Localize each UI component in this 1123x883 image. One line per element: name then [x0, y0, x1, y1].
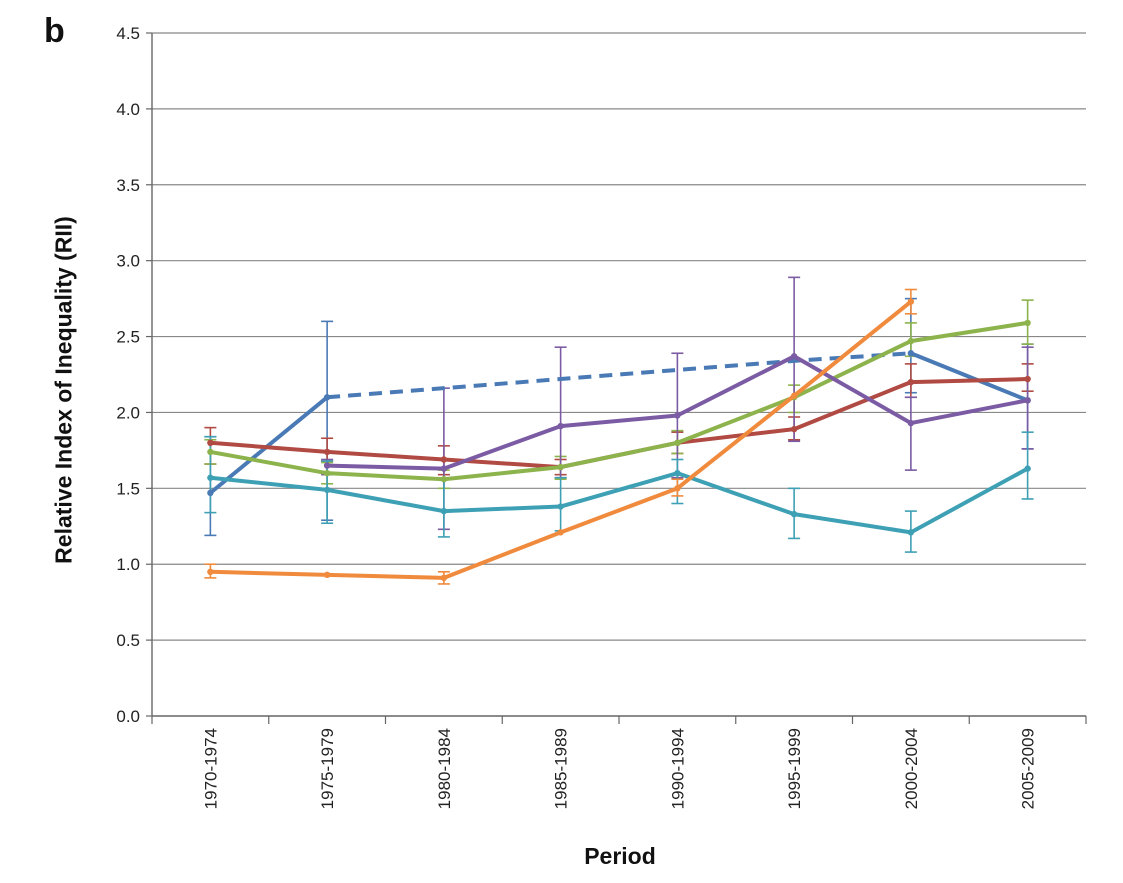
- x-tick-label: 2000-2004: [902, 728, 921, 809]
- data-point: [440, 507, 448, 515]
- y-tick-label: 2.5: [116, 328, 140, 347]
- data-point: [907, 419, 915, 427]
- data-point: [674, 412, 681, 419]
- x-tick-label: 1985-1989: [552, 728, 571, 809]
- data-point: [674, 439, 681, 446]
- x-tick-label: 1990-1994: [668, 728, 687, 809]
- series-line: [908, 351, 1030, 403]
- y-tick-label: 2.0: [116, 403, 140, 422]
- data-point: [1024, 319, 1031, 327]
- series-line: [208, 395, 330, 495]
- y-tick-label: 3.5: [116, 176, 140, 195]
- y-tick-label: 1.5: [116, 479, 140, 498]
- data-point: [207, 489, 214, 497]
- x-tick-label: 1975-1979: [318, 728, 337, 809]
- data-point: [790, 392, 798, 399]
- x-tick-label: 2005-2009: [1019, 728, 1038, 809]
- data-point: [907, 337, 915, 345]
- data-point: [557, 422, 564, 430]
- data-point: [207, 448, 214, 456]
- data-point: [790, 425, 798, 433]
- data-point: [440, 574, 448, 582]
- data-point: [557, 529, 564, 536]
- data-point: [440, 476, 448, 483]
- data-point: [557, 463, 564, 471]
- series-line: [208, 466, 1030, 535]
- data-point: [674, 485, 681, 492]
- series-line: [326, 351, 912, 400]
- data-point: [790, 510, 798, 518]
- data-point: [907, 350, 915, 357]
- data-point: [1024, 375, 1031, 383]
- data-point: [207, 568, 214, 576]
- x-axis-label: Period: [584, 843, 656, 869]
- data-point: [1024, 397, 1031, 404]
- data-point: [207, 474, 214, 481]
- y-tick-label: 3.0: [116, 252, 140, 271]
- data-point: [1024, 465, 1031, 472]
- y-tick-label: 4.0: [116, 100, 140, 119]
- data-point: [440, 465, 448, 472]
- data-point: [323, 486, 331, 494]
- x-tick-label: 1980-1984: [435, 728, 454, 809]
- data-point: [323, 571, 331, 579]
- data-point: [790, 353, 798, 360]
- data-point: [323, 462, 331, 469]
- y-tick-label: 4.5: [116, 24, 140, 43]
- y-tick-label: 1.0: [116, 555, 140, 574]
- data-point: [907, 529, 915, 536]
- y-tick-label: 0.0: [116, 707, 140, 726]
- x-tick-label: 1970-1974: [201, 728, 220, 809]
- data-point: [207, 439, 214, 446]
- data-point: [907, 298, 915, 305]
- x-tick-label: 1995-1999: [785, 728, 804, 809]
- data-point: [323, 469, 331, 477]
- panel-label: b: [44, 12, 65, 50]
- data-point: [323, 448, 331, 456]
- data-point: [440, 456, 448, 463]
- y-tick-label: 0.5: [116, 631, 140, 650]
- data-point: [674, 469, 681, 477]
- data-point: [557, 503, 564, 510]
- series-line: [208, 320, 1030, 482]
- data-point: [907, 378, 915, 386]
